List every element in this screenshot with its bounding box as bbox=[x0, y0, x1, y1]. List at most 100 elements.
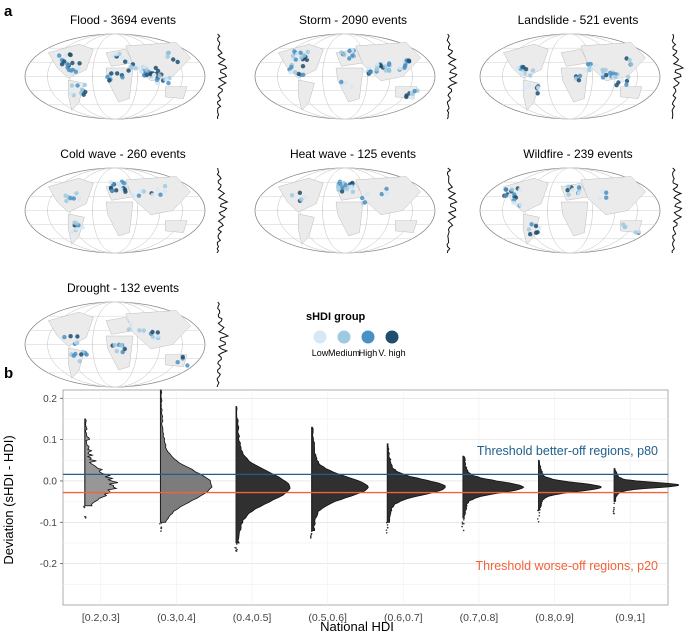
event-point bbox=[154, 77, 160, 83]
event-point bbox=[155, 334, 161, 339]
event-point bbox=[185, 363, 190, 368]
event-point bbox=[165, 54, 170, 59]
event-point bbox=[636, 229, 642, 234]
event-point bbox=[74, 191, 79, 196]
outlier-point bbox=[537, 509, 539, 512]
event-point bbox=[397, 66, 402, 71]
map-title: Cold wave - 260 events bbox=[60, 147, 185, 161]
map-title: Landslide - 521 events bbox=[518, 13, 639, 27]
event-point bbox=[375, 62, 380, 67]
event-point bbox=[180, 354, 185, 360]
event-point bbox=[155, 68, 161, 74]
outlier-point bbox=[310, 533, 313, 536]
event-point bbox=[108, 180, 113, 185]
event-point bbox=[165, 51, 171, 56]
outlier-point bbox=[83, 505, 85, 508]
map-title: Drought - 132 events bbox=[67, 281, 179, 295]
event-point bbox=[295, 51, 300, 57]
map-landslide: Landslide - 521 events bbox=[479, 13, 685, 120]
event-point bbox=[530, 68, 536, 73]
map-panels: Flood - 3694 events Storm - 2090 events La… bbox=[24, 13, 685, 388]
event-point bbox=[620, 78, 625, 83]
event-point bbox=[362, 200, 368, 205]
event-point bbox=[75, 83, 80, 88]
outlier-point bbox=[235, 547, 237, 549]
event-point bbox=[519, 71, 525, 76]
outlier-point bbox=[235, 543, 238, 545]
outlier-point bbox=[385, 532, 388, 534]
map-title: Storm - 2090 events bbox=[299, 13, 407, 27]
event-point bbox=[627, 57, 632, 63]
outlier-point bbox=[160, 530, 162, 532]
event-point bbox=[74, 221, 79, 226]
event-point bbox=[629, 62, 634, 67]
event-point bbox=[296, 71, 301, 77]
land-area bbox=[48, 311, 94, 347]
event-point bbox=[577, 73, 583, 79]
land-area bbox=[560, 201, 589, 237]
y-tick-label: 0.2 bbox=[43, 394, 57, 405]
event-point bbox=[299, 197, 304, 202]
event-point bbox=[348, 185, 353, 190]
event-point bbox=[507, 193, 513, 198]
event-point bbox=[73, 351, 78, 357]
event-point bbox=[576, 185, 582, 190]
event-point bbox=[365, 191, 370, 197]
event-point bbox=[349, 84, 354, 89]
outlier-point bbox=[236, 548, 238, 551]
event-point bbox=[614, 83, 619, 88]
event-point bbox=[350, 189, 356, 194]
event-point bbox=[515, 65, 520, 70]
land-area bbox=[335, 201, 364, 237]
outlier-point bbox=[386, 524, 389, 526]
x-tick-label: (0.6,0.7] bbox=[384, 612, 423, 624]
event-point bbox=[384, 191, 390, 196]
event-point bbox=[65, 62, 71, 67]
event-point bbox=[120, 55, 125, 60]
legend-title: sHDI group bbox=[306, 311, 366, 323]
event-point bbox=[154, 80, 160, 86]
distribution-(0.6,0.7] bbox=[386, 443, 446, 523]
event-point bbox=[350, 180, 355, 186]
event-point bbox=[305, 49, 310, 55]
land-area bbox=[620, 86, 643, 99]
longitude-line bbox=[47, 33, 183, 120]
y-tick-label: 0.1 bbox=[43, 435, 57, 446]
event-point bbox=[517, 187, 523, 192]
threshold-label: Threshold better-off regions, p80 bbox=[477, 444, 658, 458]
event-point bbox=[69, 68, 74, 73]
event-point bbox=[342, 52, 347, 57]
event-point bbox=[152, 72, 157, 78]
x-tick-label: (0.7,0.8] bbox=[460, 612, 499, 624]
outlier-point bbox=[310, 530, 313, 533]
event-point bbox=[624, 82, 629, 87]
event-point bbox=[290, 53, 296, 58]
event-point bbox=[109, 188, 115, 194]
event-point bbox=[509, 187, 515, 192]
event-point bbox=[406, 58, 411, 63]
legend-label: Medium bbox=[328, 348, 360, 358]
event-point bbox=[623, 224, 628, 229]
land-area bbox=[165, 86, 188, 99]
outlier-point bbox=[613, 502, 616, 505]
event-point bbox=[62, 334, 67, 340]
event-point bbox=[366, 65, 372, 71]
event-point bbox=[302, 194, 308, 200]
event-point bbox=[70, 60, 75, 66]
event-point bbox=[126, 68, 131, 73]
event-point bbox=[112, 343, 117, 348]
event-point bbox=[133, 66, 138, 71]
x-tick-label: (0.3,0.4] bbox=[157, 612, 196, 624]
outlier-point bbox=[160, 522, 163, 524]
event-point bbox=[360, 68, 365, 74]
event-point bbox=[73, 69, 78, 74]
event-point bbox=[77, 359, 82, 364]
event-point bbox=[293, 57, 298, 62]
map-flood: Flood - 3694 events bbox=[24, 13, 228, 120]
outlier-point bbox=[309, 536, 312, 538]
event-point bbox=[114, 52, 119, 57]
map-storm: Storm - 2090 events bbox=[254, 13, 458, 120]
distribution-(0.5,0.6] bbox=[311, 426, 369, 532]
event-point bbox=[340, 185, 345, 190]
